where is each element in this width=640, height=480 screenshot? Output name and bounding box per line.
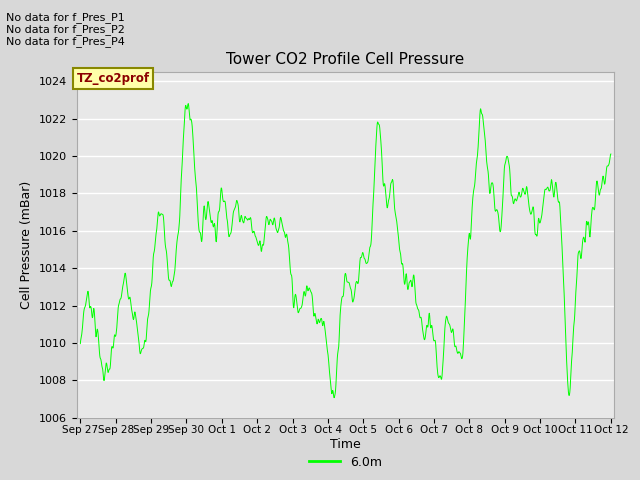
Text: No data for f_Pres_P1: No data for f_Pres_P1 — [6, 12, 125, 23]
Text: TZ_co2prof: TZ_co2prof — [77, 72, 150, 85]
Y-axis label: Cell Pressure (mBar): Cell Pressure (mBar) — [20, 180, 33, 309]
Text: No data for f_Pres_P2: No data for f_Pres_P2 — [6, 24, 125, 35]
Text: No data for f_Pres_P4: No data for f_Pres_P4 — [6, 36, 125, 47]
X-axis label: Time: Time — [330, 438, 361, 451]
Legend: 6.0m: 6.0m — [304, 451, 387, 474]
Title: Tower CO2 Profile Cell Pressure: Tower CO2 Profile Cell Pressure — [227, 52, 465, 67]
